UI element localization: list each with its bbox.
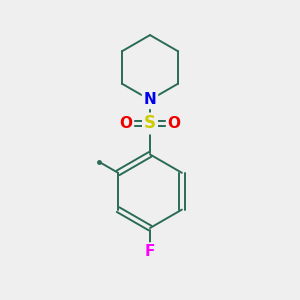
Text: O: O	[168, 116, 181, 131]
Text: O: O	[119, 116, 132, 131]
Text: N: N	[144, 92, 156, 107]
Text: F: F	[145, 244, 155, 259]
Text: S: S	[144, 115, 156, 133]
